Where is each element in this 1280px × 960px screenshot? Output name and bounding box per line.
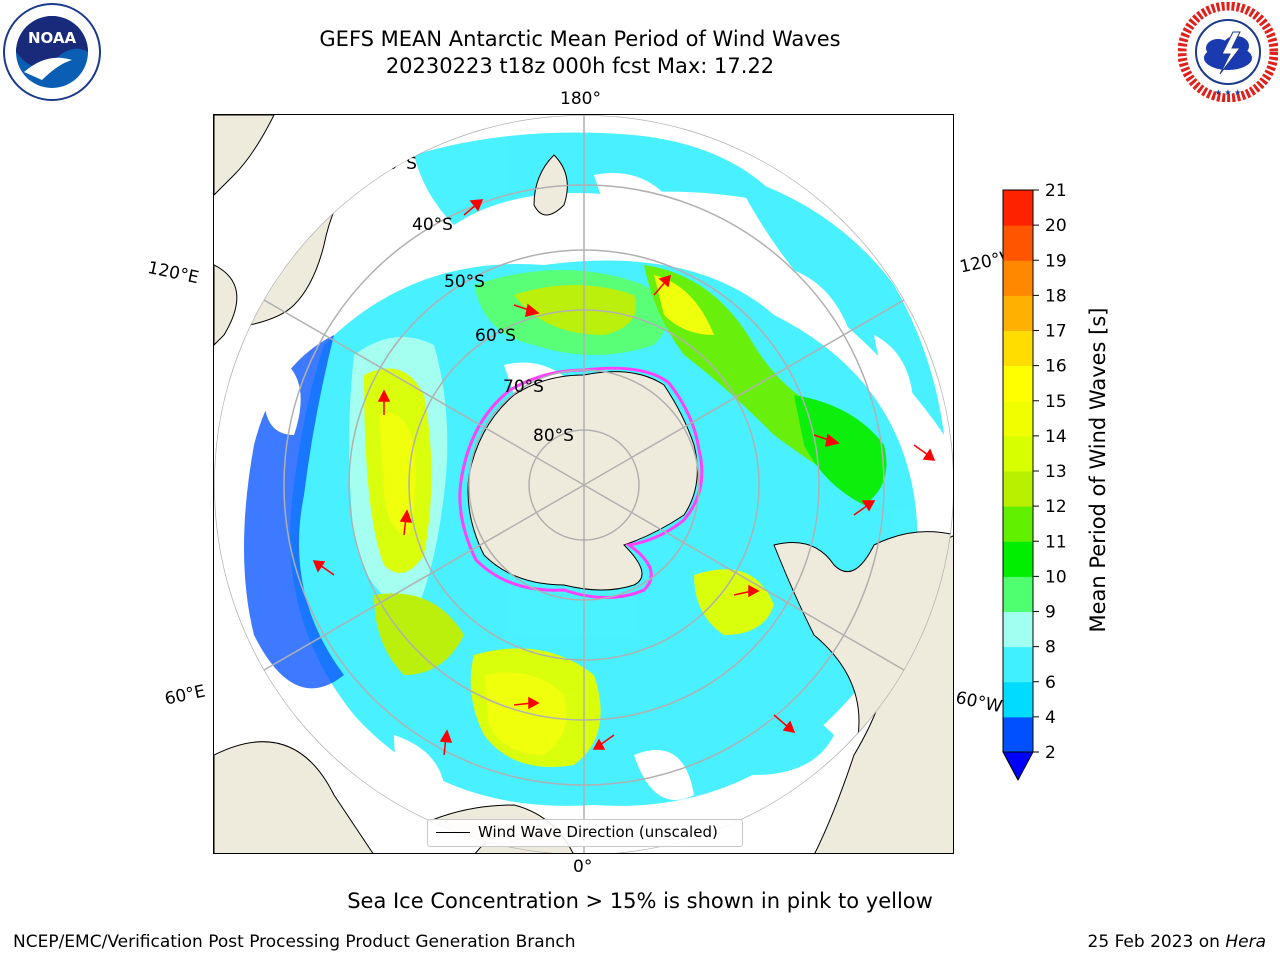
colorbar-segment: [1003, 260, 1033, 296]
colorbar-extend-icon: [1002, 751, 1034, 782]
noaa-logo-text: NOAA: [28, 29, 77, 47]
colorbar-segment: [1003, 190, 1033, 226]
lon-label-upper-left: 120°E: [145, 258, 201, 289]
colorbar-segment: [1003, 506, 1033, 542]
colorbar-segment: [1003, 400, 1033, 437]
colorbar-tick-label: 12: [1045, 497, 1067, 517]
colorbar-tick-label: 8: [1045, 638, 1056, 658]
colorbar-segment: [1003, 330, 1033, 367]
colorbar-segment: [1003, 576, 1033, 612]
lat-label-80s: 80°S: [533, 426, 574, 446]
noaa-logo-icon: NOAA: [3, 3, 101, 101]
footer-host: Hera: [1225, 932, 1266, 952]
colorbar-tick-label: 14: [1045, 427, 1067, 447]
colorbar-tick-label: 16: [1045, 357, 1067, 377]
legend-label: Wind Wave Direction (unscaled): [478, 823, 718, 841]
colorbar-tick-label: 2: [1045, 743, 1056, 763]
footer-date: 25 Feb 2023 on Hera: [1088, 932, 1266, 952]
lat-label-70s: 70°S: [503, 377, 544, 397]
lat-label-60s: 60°S: [475, 326, 516, 346]
svg-text:★ ★ ★: ★ ★ ★: [1215, 88, 1242, 97]
colorbar-tick-label: 19: [1045, 251, 1067, 271]
sea-ice-edge: [458, 366, 704, 599]
lat-label-50s: 50°S: [444, 272, 485, 292]
graticule: [214, 115, 953, 853]
map-frame: 30°S 40°S 50°S 60°S 70°S 80°S Wind Wave …: [213, 114, 954, 854]
nws-logo-icon: ★ ★ ★: [1178, 2, 1278, 102]
footer-date-text: 25 Feb 2023 on: [1087, 932, 1220, 952]
colorbar-segment: [1003, 716, 1033, 753]
sea-ice-caption: Sea Ice Concentration > 15% is shown in …: [347, 889, 933, 913]
lon-label-top: 180°: [560, 89, 601, 109]
colorbar-segment: [1003, 541, 1033, 577]
lat-labels: 30°S 40°S 50°S 60°S 70°S 80°S: [376, 154, 574, 446]
colorbar: 2 4 6 8 9 10 11 12 13 14 15 16 17 18 19 20 21: [1002, 181, 1067, 782]
colorbar-tick-label: 6: [1045, 673, 1056, 693]
antarctica: [467, 371, 698, 591]
colorbar-tick-label: 20: [1045, 216, 1067, 236]
colorbar-tick-label: 18: [1045, 286, 1067, 306]
colorbar-tick-label: 13: [1045, 462, 1067, 482]
lon-label-bottom: 0°: [573, 857, 593, 877]
colorbar-segment: [1003, 471, 1033, 507]
wind-arrows: [312, 199, 936, 756]
legend-line-icon: [436, 832, 470, 833]
colorbar-tick-label: 15: [1045, 392, 1067, 412]
colorbar-segment: [1003, 225, 1033, 261]
map-canvas: 30°S 40°S 50°S 60°S 70°S 80°S: [214, 115, 953, 853]
map-legend: Wind Wave Direction (unscaled): [427, 819, 743, 847]
colorbar-tick-label: 17: [1045, 322, 1067, 342]
lat-label-30s: 30°S: [376, 154, 417, 174]
colorbar-tick-label: 21: [1045, 181, 1067, 201]
lon-label-lower-left: 60°E: [163, 681, 208, 710]
colorbar-segment: [1003, 681, 1033, 718]
colorbar-tick-label: 11: [1045, 532, 1067, 552]
colorbar-segment: [1003, 646, 1033, 683]
colorbar-segment: [1003, 435, 1033, 472]
colorbar-tick-label: 9: [1045, 603, 1056, 623]
colorbar-segment: [1003, 611, 1033, 648]
footer-credit: NCEP/EMC/Verification Post Processing Pr…: [13, 932, 576, 952]
colorbar-segment: [1003, 365, 1033, 402]
lat-label-40s: 40°S: [412, 215, 453, 235]
colorbar-tick-label: 4: [1045, 708, 1056, 728]
colorbar-label: Mean Period of Wind Waves [s]: [1086, 307, 1110, 633]
colorbar-segment: [1003, 295, 1033, 331]
colorbar-tick-label: 10: [1045, 567, 1067, 587]
chart-subtitle: 20230223 t18z 000h fcst Max: 17.22: [385, 54, 775, 78]
chart-title: GEFS MEAN Antarctic Mean Period of Wind …: [319, 27, 841, 51]
